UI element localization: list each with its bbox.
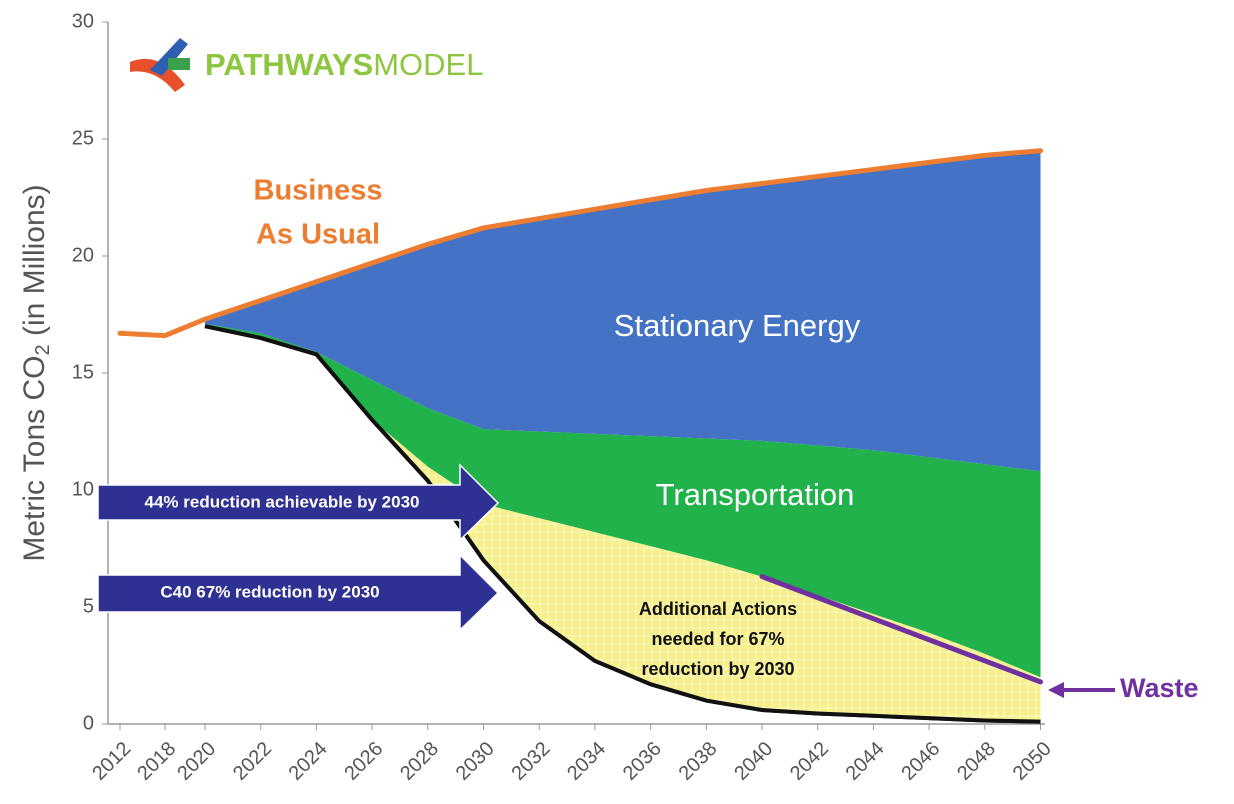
x-tick-label: 2030 (452, 738, 499, 785)
logo-light: MODEL (373, 47, 483, 82)
y-tick-label: 5 (83, 595, 94, 617)
pathway-line (204, 324, 1041, 724)
x-tick-label: 2042 (786, 738, 833, 785)
y-axis-label: Metric Tons CO2 (in Millions) (18, 184, 54, 561)
area (205, 326, 1041, 722)
line (117, 148, 1043, 339)
x-tick-label: 2026 (340, 738, 387, 785)
y-tick-label: 25 (72, 127, 94, 149)
waste-arrowhead (1048, 682, 1064, 698)
logo-icon (150, 38, 188, 76)
y-tick-label: 10 (72, 478, 94, 500)
series-label: Stationary Energy (614, 308, 861, 343)
logo: PATHWAYSMODEL (130, 38, 483, 92)
x-tick-label: 2024 (285, 738, 332, 785)
x-tick-label: 2034 (563, 738, 610, 785)
x-tick-label: 2038 (675, 738, 722, 785)
x-tick-label: 2020 (173, 738, 220, 785)
x-tick-label: 2044 (842, 738, 889, 785)
annotation: Additional Actions (639, 599, 797, 619)
y-tick-label: 20 (72, 244, 94, 266)
logo-text: PATHWAYSMODEL (205, 47, 483, 82)
area (205, 323, 1041, 678)
arrow (97, 553, 500, 632)
series-label: Transportation (656, 477, 855, 512)
annotation: needed for 67% (651, 629, 784, 649)
area (205, 150, 1041, 472)
line-label: As Usual (256, 219, 380, 251)
y-label-sub: 2 (32, 344, 54, 355)
y-tick-label: 0 (83, 712, 94, 734)
y-label-text: Metric Tons CO (18, 355, 51, 561)
annotation: reduction by 2030 (641, 659, 794, 679)
x-tick-label: 2040 (730, 738, 777, 785)
x-tick-label: 2028 (396, 738, 443, 785)
arrow-label: C40 67% reduction by 2030 (160, 582, 379, 601)
x-tick-label: 2012 (88, 738, 135, 785)
x-tick-label: 2022 (229, 738, 276, 785)
y-tick-label: 15 (72, 361, 94, 383)
x-tick-label: 2032 (507, 738, 554, 785)
logo-icon (130, 58, 185, 92)
line-label: Business (254, 175, 383, 207)
x-tick-label: 2018 (133, 738, 180, 785)
logo-bold: PATHWAYS (205, 47, 373, 82)
line (759, 574, 1043, 685)
arrow-label: 44% reduction achievable by 2030 (145, 492, 420, 511)
line-label: Waste (1120, 673, 1199, 703)
x-tick-label: 2048 (953, 738, 1000, 785)
x-tick-label: 2046 (897, 738, 944, 785)
logo-icon (168, 58, 190, 70)
arrow (97, 463, 500, 542)
x-tick-label: 2036 (619, 738, 666, 785)
x-tick-label: 2050 (1009, 738, 1056, 785)
y-tick-label: 30 (72, 10, 94, 32)
y-label-suffix: (in Millions) (18, 184, 51, 344)
